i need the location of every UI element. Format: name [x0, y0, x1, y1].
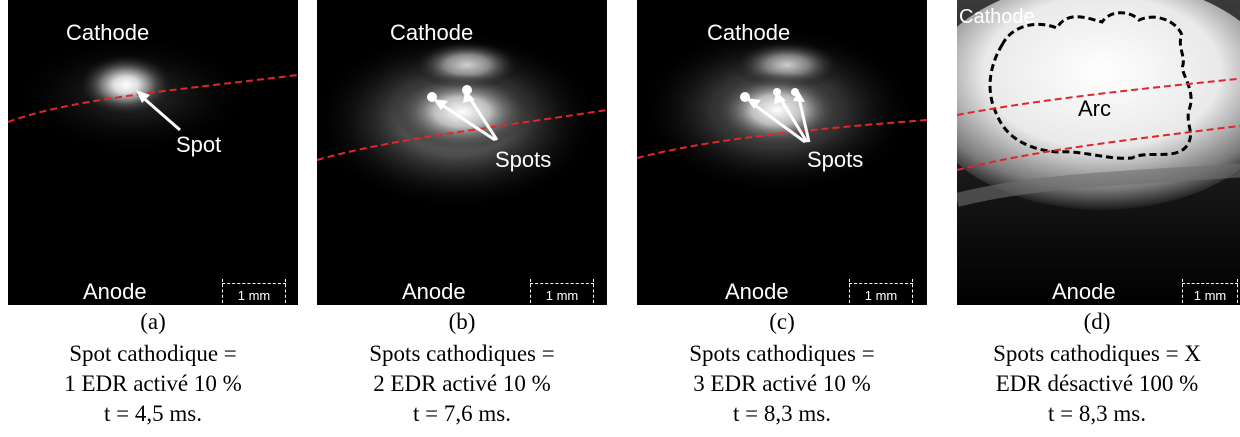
caption-line-2: EDR désactivé 100 % [995, 371, 1199, 396]
spots-glow [392, 74, 532, 150]
panel-a: Cathode Spot Anode 1 mm (a) Spot cathodi… [0, 0, 300, 437]
caption-line-2: 2 EDR activé 10 % [373, 371, 551, 396]
photo-a-drawing [8, 35, 298, 155]
cathode-spot-glow [76, 53, 176, 117]
anode-label: Anode [83, 279, 147, 304]
spot-arrow [438, 101, 496, 142]
spot-arrow [467, 96, 499, 141]
caption-line-1: Spots cathodiques = X [993, 341, 1201, 366]
arc-label: Arc [1078, 96, 1111, 121]
anode-label: Anode [1052, 279, 1116, 304]
caption-line-1: Spots cathodiques = [369, 341, 555, 366]
spot-label: Spot [176, 132, 222, 157]
caption-line-2: 3 EDR activé 10 % [693, 371, 871, 396]
scale-bar: 1 mm [530, 279, 594, 303]
photo-d: Cathode Arc Anode 1 mm [957, 0, 1240, 305]
spot-arrow [797, 97, 811, 143]
spots-glow [712, 72, 842, 148]
anode-label: Anode [725, 279, 789, 304]
boundary-line [317, 109, 607, 161]
boundary-line [637, 119, 927, 159]
spot-arrow-head [793, 90, 805, 102]
photo-c: Cathode Spots Anode 1 mm [637, 0, 927, 305]
panel-letter: (d) [1083, 309, 1111, 334]
boundary-line [8, 74, 298, 123]
panel-letter: (c) [769, 309, 795, 334]
anode-label: Anode [402, 279, 466, 304]
boundary-line-lower [957, 124, 1240, 171]
photo-c-drawing [637, 25, 927, 195]
cathode-spot [462, 85, 472, 95]
scale-bar-label: 1 mm [1193, 288, 1227, 303]
spot-arrow [751, 101, 806, 144]
photo-d-drawing [957, 0, 1240, 305]
caption-line-3: t = 7,6 ms. [413, 401, 511, 426]
photo-a: Cathode Spot Anode 1 mm [8, 0, 298, 305]
scale-bar: 1 mm [849, 279, 913, 303]
panel-c: Cathode Spots Anode 1 mm (c) Spots catho… [620, 0, 927, 437]
caption-line-1: Spots cathodiques = [689, 341, 875, 366]
cathode-label: Cathode [959, 6, 1035, 28]
scale-bar: 1 mm [1182, 279, 1238, 303]
arc-outline [988, 11, 1193, 160]
caption-line-3: t = 4,5 ms. [104, 401, 202, 426]
panel-b: Cathode Spots Anode 1 mm (b) Spots catho… [310, 0, 610, 437]
scale-bar-label: 1 mm [545, 288, 579, 303]
panel-d: Cathode Arc Anode 1 mm (d) Spots cathodi… [935, 0, 1240, 437]
scale-bar-label: 1 mm [237, 288, 271, 303]
boundary-line-upper [957, 77, 1240, 116]
caption-line-1: Spot cathodique = [69, 341, 237, 366]
cathode-label: Cathode [390, 20, 474, 45]
spot-arrow-head [463, 90, 475, 103]
panel-letter: (a) [140, 309, 166, 334]
cathode-label: Cathode [66, 20, 150, 45]
arc-glow [957, 0, 1240, 210]
spot-arrow-head [136, 90, 150, 103]
spot-arrow-head [746, 98, 761, 109]
spot-arrow [139, 93, 181, 132]
cathode-label: Cathode [707, 20, 791, 45]
scale-bar: 1 mm [222, 279, 286, 303]
spots-label: Spots [807, 147, 864, 172]
photo-b-drawing [317, 30, 607, 210]
scale-bar-label: 1 mm [864, 288, 898, 303]
spots-label: Spots [495, 147, 552, 172]
caption-line-3: t = 8,3 ms. [733, 401, 831, 426]
photo-b: Cathode Spots Anode 1 mm [317, 0, 607, 305]
panel-letter: (b) [448, 309, 476, 334]
spot-arrow [778, 97, 809, 143]
spot-arrow-head [774, 91, 786, 104]
spot-arrow-head [433, 99, 448, 110]
caption-line-3: t = 8,3 ms. [1048, 401, 1146, 426]
caption-line-2: 1 EDR activé 10 % [64, 371, 242, 396]
anode-glow [957, 163, 1240, 207]
